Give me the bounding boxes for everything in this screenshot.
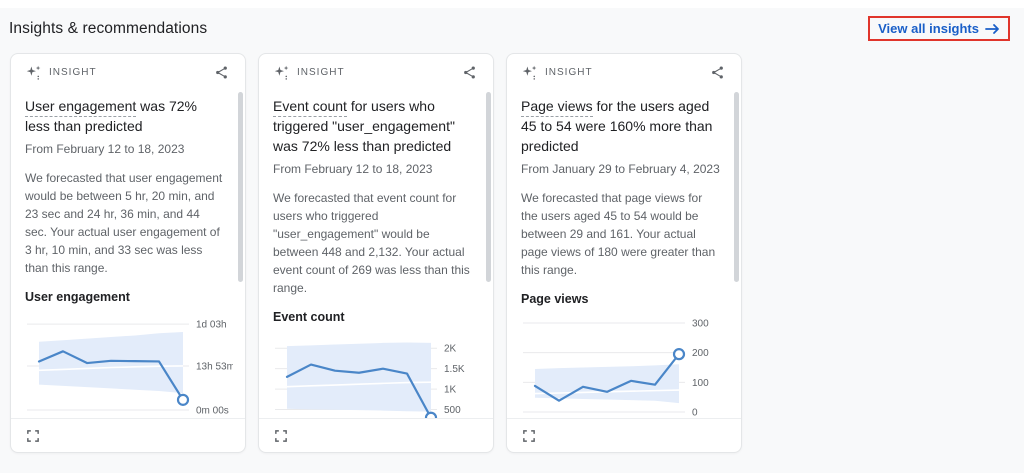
chart-title: User engagement xyxy=(25,290,130,304)
line-chart: 2K1.5K1K500001Jan0815222905Feb12 xyxy=(275,342,465,418)
insight-badge: INSIGHT xyxy=(25,64,97,81)
expand-button[interactable] xyxy=(25,428,41,444)
card-content: User engagement was 72% less than predic… xyxy=(11,90,245,418)
card-title-lead: Page views xyxy=(521,98,593,117)
insight-description: We forecasted that page views for the us… xyxy=(521,191,716,277)
date-range: From February 12 to 18, 2023 xyxy=(25,142,185,156)
svg-text:300: 300 xyxy=(692,318,709,329)
card-scrollbar-thumb[interactable] xyxy=(486,92,491,282)
share-button[interactable] xyxy=(460,63,479,82)
card-title: User engagement was 72% less than predic… xyxy=(25,96,231,136)
svg-text:2K: 2K xyxy=(444,344,457,355)
card-title-rest: was 72% less than predicted xyxy=(25,98,197,134)
view-all-insights-label: View all insights xyxy=(878,21,979,36)
expand-icon xyxy=(275,429,287,442)
expand-button[interactable] xyxy=(521,428,537,444)
svg-text:0m 00s: 0m 00s xyxy=(196,406,229,417)
card-title-lead: User engagement xyxy=(25,98,137,117)
card-footer xyxy=(507,418,741,452)
svg-text:1K: 1K xyxy=(444,385,457,396)
svg-text:200: 200 xyxy=(692,348,709,359)
svg-text:05Feb: 05Feb xyxy=(150,416,168,418)
card-header: INSIGHT xyxy=(259,54,493,90)
expand-icon xyxy=(523,429,535,442)
card-header: INSIGHT xyxy=(11,54,245,90)
insight-label: INSIGHT xyxy=(297,66,345,78)
share-button[interactable] xyxy=(212,63,231,82)
svg-text:13h 53m: 13h 53m xyxy=(196,361,233,372)
sparkle-icon xyxy=(25,64,42,81)
svg-text:15: 15 xyxy=(81,416,93,418)
card-content: Page views for the users aged 45 to 54 w… xyxy=(507,90,741,418)
line-chart: 300200100018Dec2501Jan08152229 xyxy=(523,318,709,419)
view-all-annotation: View all insights xyxy=(868,16,1010,41)
card-title-rest: for the users aged 45 to 54 were 160% mo… xyxy=(521,98,713,154)
svg-text:500: 500 xyxy=(444,405,461,416)
svg-text:22: 22 xyxy=(105,416,117,418)
svg-text:01Jan: 01Jan xyxy=(31,416,48,418)
date-range: From February 12 to 18, 2023 xyxy=(273,162,433,176)
insight-label: INSIGHT xyxy=(49,66,97,78)
view-all-insights-link[interactable]: View all insights xyxy=(878,21,1000,36)
expand-icon xyxy=(27,429,39,442)
expand-button[interactable] xyxy=(273,428,289,444)
card-header: INSIGHT xyxy=(507,54,741,90)
page-header: Insights & recommendations View all insi… xyxy=(0,8,1024,53)
card-scrollbar-thumb[interactable] xyxy=(734,92,739,282)
share-icon xyxy=(710,65,725,80)
svg-text:1.5K: 1.5K xyxy=(444,364,465,375)
svg-text:29: 29 xyxy=(129,416,141,418)
arrow-right-icon xyxy=(985,23,1000,35)
card-title: Page views for the users aged 45 to 54 w… xyxy=(521,96,727,156)
chart-title: Event count xyxy=(273,310,345,324)
svg-text:08: 08 xyxy=(57,416,69,418)
insight-card: INSIGHT Page views for the users aged 45… xyxy=(506,53,742,453)
card-scrollbar-thumb[interactable] xyxy=(238,92,243,282)
svg-text:12: 12 xyxy=(177,416,189,418)
line-chart: 1d 03h 13h 53m 0m 00s 01Jan 08 15 22 29 05Feb 12 xyxy=(27,320,233,418)
svg-text:100: 100 xyxy=(692,378,709,389)
card-footer xyxy=(11,418,245,452)
insight-description: We forecasted that user engagement would… xyxy=(25,171,223,275)
insight-card: INSIGHT User engagement was 72% less tha… xyxy=(10,53,246,453)
card-title: Event count for users who triggered "use… xyxy=(273,96,479,156)
insight-label: INSIGHT xyxy=(545,66,593,78)
top-strip xyxy=(0,0,1024,8)
insight-badge: INSIGHT xyxy=(521,64,593,81)
card-title-rest: for users who triggered "user_engagement… xyxy=(273,98,455,154)
svg-text:0: 0 xyxy=(692,408,698,419)
share-icon xyxy=(462,65,477,80)
sparkle-icon xyxy=(521,64,538,81)
insight-badge: INSIGHT xyxy=(273,64,345,81)
page-title: Insights & recommendations xyxy=(9,19,208,37)
date-range: From January 29 to February 4, 2023 xyxy=(521,162,720,176)
svg-text:1d 03h: 1d 03h xyxy=(196,320,227,331)
sparkle-icon xyxy=(273,64,290,81)
card-content: Event count for users who triggered "use… xyxy=(259,90,493,418)
card-title-lead: Event count xyxy=(273,98,347,117)
insight-card: INSIGHT Event count for users who trigge… xyxy=(258,53,494,453)
chart-title: Page views xyxy=(521,292,589,306)
card-footer xyxy=(259,418,493,452)
insight-description: We forecasted that event count for users… xyxy=(273,191,470,295)
share-button[interactable] xyxy=(708,63,727,82)
share-icon xyxy=(214,65,229,80)
cards-row: INSIGHT User engagement was 72% less tha… xyxy=(0,53,1024,453)
